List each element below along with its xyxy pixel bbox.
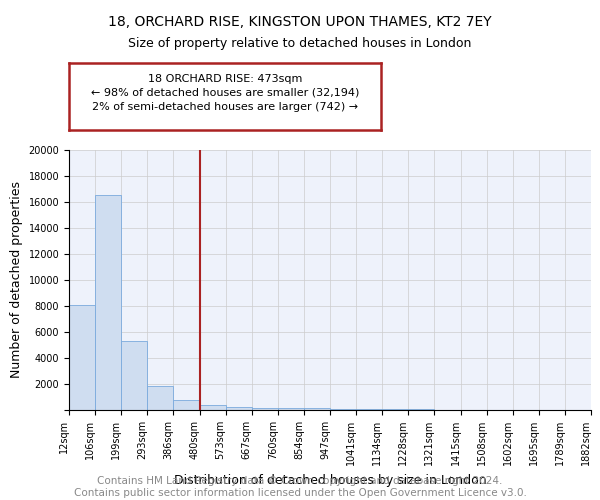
Bar (199, 406, 226, 410)
Bar (304, 408, 330, 410)
Bar (330, 409, 356, 410)
Bar (356, 409, 382, 410)
Text: Contains HM Land Registry data © Crown copyright and database right 2024.
Contai: Contains HM Land Registry data © Crown c… (74, 476, 526, 498)
Bar (121, 341, 148, 410)
Y-axis label: Number of detached properties: Number of detached properties (10, 182, 23, 378)
Bar (69, 304, 95, 410)
Text: 18 ORCHARD RISE: 473sqm
← 98% of detached houses are smaller (32,194)
2% of semi: 18 ORCHARD RISE: 473sqm ← 98% of detache… (91, 74, 359, 112)
Bar (95, 196, 121, 410)
Bar (148, 386, 173, 410)
Bar (226, 407, 252, 410)
Bar (252, 408, 278, 410)
Text: 18, ORCHARD RISE, KINGSTON UPON THAMES, KT2 7EY: 18, ORCHARD RISE, KINGSTON UPON THAMES, … (108, 15, 492, 29)
X-axis label: Distribution of detached houses by size in London: Distribution of detached houses by size … (173, 474, 487, 486)
Text: Size of property relative to detached houses in London: Size of property relative to detached ho… (128, 38, 472, 51)
Bar (278, 408, 304, 410)
Bar (173, 400, 199, 410)
